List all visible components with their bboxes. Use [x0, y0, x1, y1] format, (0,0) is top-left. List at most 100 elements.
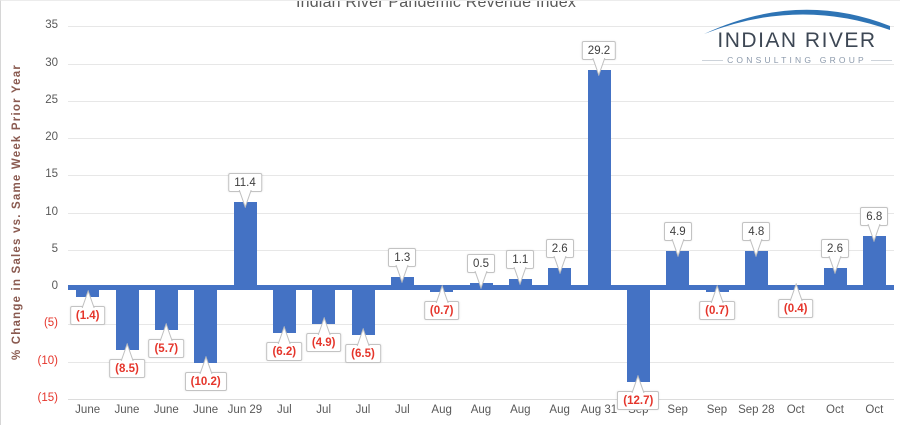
x-tick-label: June [193, 404, 219, 416]
data-label-callout: (0.7) [699, 285, 735, 321]
gridline [68, 249, 894, 251]
data-label-callout: (0.4) [777, 283, 814, 318]
data-label-value: 4.8 [748, 226, 765, 239]
bar [351, 287, 375, 336]
data-label-callout: 4.8 [742, 222, 771, 258]
data-label-callout: 0.5 [467, 254, 495, 290]
data-label-value: (12.7) [623, 394, 654, 407]
y-tick-label: 10 [45, 205, 58, 218]
x-tick-label: Sep 28 [738, 404, 775, 416]
logo-company-name: INDIAN RIVER [717, 29, 877, 52]
bar [626, 287, 650, 382]
x-tick-label: Oct [786, 404, 805, 416]
data-label-callout: 11.4 [228, 173, 262, 209]
x-tick-label: Jul [276, 404, 292, 416]
x-tick-label: Jul [355, 404, 371, 416]
x-tick-label: Sep [667, 404, 688, 416]
data-label-callout: (4.9) [305, 316, 342, 352]
data-label-value: (4.9) [311, 336, 336, 349]
y-tick-label: 20 [45, 131, 58, 143]
x-tick-label: Sep [706, 404, 728, 416]
data-label-value: (1.4) [75, 310, 100, 323]
x-tick-label: Aug [470, 404, 492, 416]
data-label-value: 1.3 [394, 252, 411, 265]
data-label-callout: (1.4) [69, 290, 106, 326]
y-tick-label: (15) [37, 391, 58, 404]
bar [312, 287, 336, 324]
data-label-value: (6.5) [351, 348, 375, 361]
data-label-value: (8.5) [115, 363, 139, 376]
gridline [68, 100, 894, 102]
logo-rule-right [870, 59, 893, 61]
x-tick-label: Jul [394, 404, 410, 416]
data-label-value: 2.6 [827, 242, 843, 255]
data-label-value: 1.1 [512, 253, 529, 266]
bar [823, 267, 847, 287]
x-tick-label: Aug [510, 404, 531, 416]
data-label-callout: (10.2) [184, 356, 227, 391]
logo-tagline: CONSULTING GROUP [727, 55, 867, 65]
bar [272, 287, 296, 334]
data-label-value: 11.4 [234, 177, 256, 190]
x-tick-label: June [153, 404, 179, 416]
data-label-callout: (5.7) [148, 322, 185, 358]
data-label-value: (6.2) [272, 346, 297, 359]
data-label-value: 2.6 [551, 242, 568, 255]
logo-tagline-row: CONSULTING GROUP [702, 55, 893, 65]
x-tick-label: Oct [826, 404, 844, 416]
data-label-callout: 29.2 [581, 40, 617, 76]
bar [666, 250, 690, 287]
y-tick-label: 0 [51, 280, 58, 292]
data-label-value: (10.2) [190, 376, 221, 388]
data-label-value: 6.8 [866, 211, 883, 224]
bar [548, 267, 572, 287]
data-label-callout: (12.7) [617, 374, 660, 410]
logo-rule-left [702, 59, 724, 61]
data-label-value: 29.2 [587, 44, 611, 57]
data-label-callout: 2.6 [821, 238, 849, 274]
y-tick-label: 5 [51, 242, 58, 255]
data-label-value: (0.7) [429, 305, 454, 318]
data-label-callout: (6.2) [266, 326, 303, 362]
gridline [68, 324, 894, 326]
data-label-value: (0.7) [705, 305, 729, 318]
data-label-value: 0.5 [473, 258, 489, 271]
x-tick-label: Aug [431, 404, 452, 416]
x-tick-label: Jun 29 [227, 404, 263, 416]
bar [233, 202, 257, 287]
chart-title: Indian River Pandemic Revenue Index [295, 0, 577, 11]
bar [862, 236, 886, 287]
data-label-callout: 1.1 [506, 249, 535, 285]
y-tick-label: 35 [45, 19, 58, 32]
data-label-callout: 4.9 [663, 221, 692, 257]
gridline [68, 138, 894, 139]
data-label-value: (5.7) [154, 342, 179, 355]
gridline [68, 212, 894, 214]
data-label-callout: 1.3 [388, 248, 417, 284]
bar [154, 287, 178, 330]
data-label-callout: (0.7) [423, 285, 460, 321]
gridline [68, 26, 894, 28]
gridline [68, 63, 894, 65]
gridline [68, 361, 894, 363]
y-tick-label: 30 [45, 56, 58, 69]
logo-arc-icon [704, 9, 890, 34]
data-label-value: (0.4) [783, 303, 808, 315]
y-tick-label: (5) [43, 317, 58, 330]
bar [115, 287, 139, 351]
x-tick-label: June [114, 404, 140, 416]
y-tick-label: 15 [45, 168, 58, 181]
company-logo: INDIAN RIVER CONSULTING GROUP [702, 5, 893, 69]
gridline [68, 398, 894, 400]
data-label-callout: (8.5) [109, 343, 145, 379]
y-tick-label: 25 [45, 93, 58, 106]
data-label-value: 4.9 [669, 225, 686, 238]
x-tick-label: Jul [316, 404, 331, 416]
gridline [68, 175, 894, 177]
bar [744, 251, 768, 287]
x-tick-label: Aug 31 [580, 404, 618, 416]
x-tick-label: Aug [549, 404, 570, 416]
x-tick-label: June [75, 404, 101, 416]
bar [587, 69, 611, 287]
